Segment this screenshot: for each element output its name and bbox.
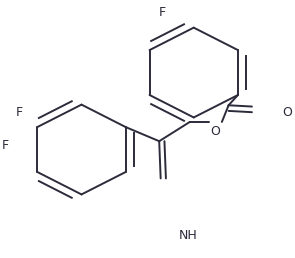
Text: O: O: [282, 106, 292, 119]
Text: F: F: [16, 106, 23, 119]
Text: F: F: [158, 6, 165, 19]
Text: NH: NH: [179, 229, 198, 242]
Text: F: F: [2, 139, 9, 152]
Text: O: O: [210, 125, 220, 138]
